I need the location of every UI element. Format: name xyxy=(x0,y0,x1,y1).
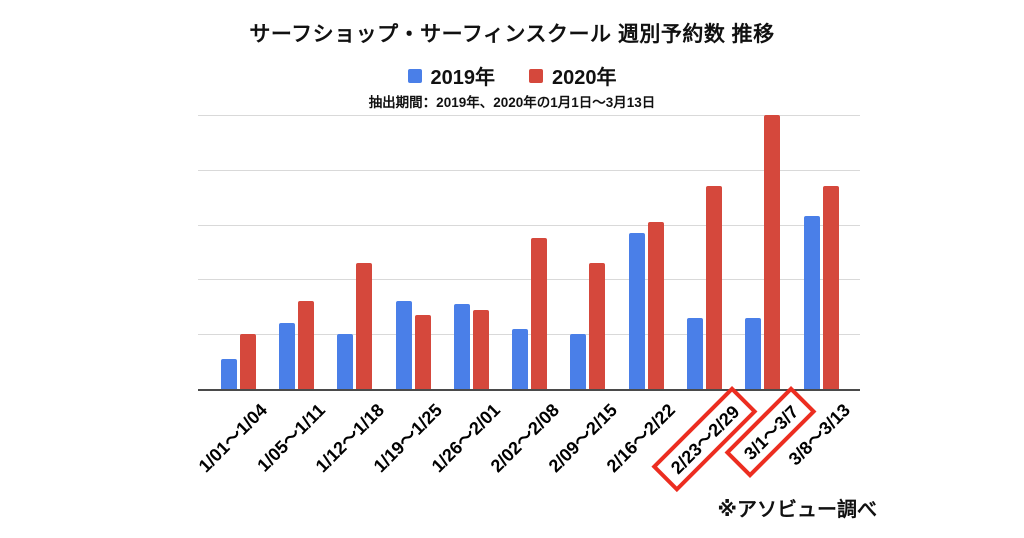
gridline xyxy=(198,115,860,116)
bar-2019年 xyxy=(278,323,295,389)
bar-2020年 xyxy=(297,301,314,389)
legend-label-2019: 2019年 xyxy=(430,67,496,89)
chart-subtitle: 抽出期間：2019年、2020年の1月1日〜3月13日 xyxy=(368,95,656,110)
bar-2019年 xyxy=(570,334,587,389)
bar-group xyxy=(267,115,325,389)
legend: 2019年 2020年 xyxy=(0,61,1024,90)
bar-2020年 xyxy=(414,315,431,389)
legend-swatch-2019 xyxy=(407,68,422,83)
bar-2019年 xyxy=(512,328,529,389)
bar-2020年 xyxy=(822,186,839,389)
bar-2020年 xyxy=(356,263,373,389)
source-note: ※アソビュー調べ xyxy=(717,499,877,521)
legend-label-2020: 2020年 xyxy=(552,67,617,89)
bar-2019年 xyxy=(687,317,704,389)
gridline xyxy=(198,334,860,336)
bar-2020年 xyxy=(589,263,606,389)
chart-title: サーフショップ・サーフィンスクール 週別予約数 推移 xyxy=(249,23,775,46)
bar-2019年 xyxy=(395,301,412,389)
bars-container xyxy=(198,115,860,389)
gridline xyxy=(198,169,860,171)
bar-group xyxy=(617,115,675,389)
bar-2019年 xyxy=(453,304,470,389)
bar-2019年 xyxy=(745,317,762,389)
bar-group xyxy=(209,115,267,389)
bar-2020年 xyxy=(531,238,548,389)
bar-2019年 xyxy=(220,358,237,389)
legend-item-2019: 2019年 xyxy=(407,61,496,90)
bar-group xyxy=(442,115,500,389)
bar-2019年 xyxy=(803,216,820,389)
gridline xyxy=(198,224,860,226)
bar-group xyxy=(675,115,733,389)
bar-group xyxy=(326,115,384,389)
bar-group xyxy=(500,115,558,389)
bar-group xyxy=(792,115,850,389)
gridline xyxy=(198,279,860,281)
legend-item-2020: 2020年 xyxy=(529,61,617,90)
bar-group xyxy=(559,115,617,389)
bar-group xyxy=(384,115,442,389)
legend-swatch-2020 xyxy=(529,68,543,83)
x-axis-line xyxy=(198,389,860,391)
bar-2020年 xyxy=(472,309,489,389)
bar-2020年 xyxy=(647,221,664,389)
bar-group xyxy=(734,115,792,389)
bar-2020年 xyxy=(239,334,256,389)
bar-2019年 xyxy=(628,232,645,389)
bar-2020年 xyxy=(706,186,723,389)
bar-2019年 xyxy=(337,334,354,389)
plot-area xyxy=(198,115,860,391)
bar-2020年 xyxy=(764,115,781,389)
